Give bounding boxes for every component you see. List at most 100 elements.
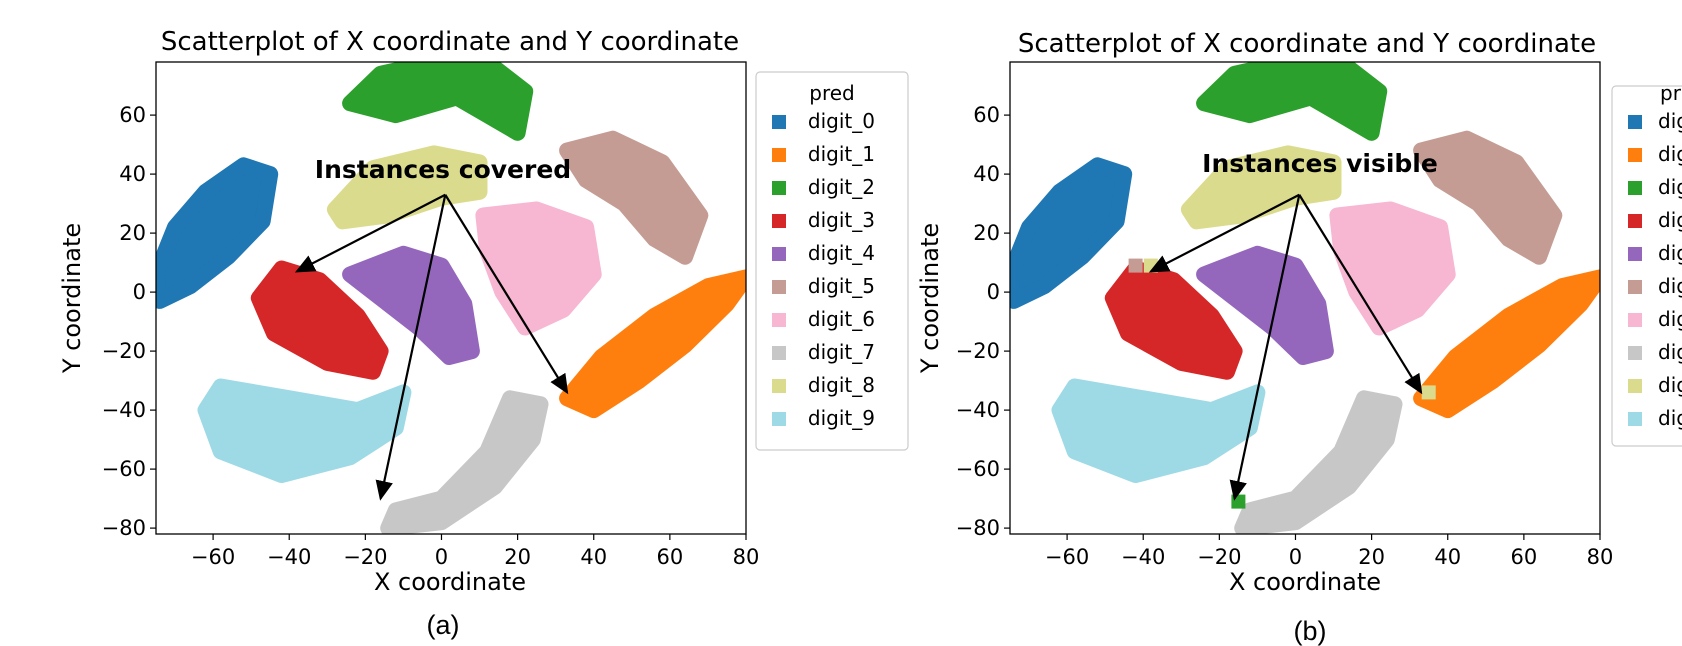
- legend-swatch: [1628, 148, 1642, 162]
- y-tick-label: −20: [102, 339, 146, 363]
- x-tick-label: 60: [657, 545, 684, 569]
- legend-swatch: [772, 313, 786, 327]
- legend-swatch: [1628, 115, 1642, 129]
- legend-label: digit_5: [808, 274, 875, 298]
- cluster-digit-4: [342, 245, 480, 365]
- legend-swatch: [1628, 280, 1642, 294]
- panel-caption: (a): [427, 610, 460, 640]
- annotation-label: Instances visible: [1202, 149, 1438, 178]
- legend-swatch: [1628, 214, 1642, 228]
- y-tick-label: −20: [956, 339, 1000, 363]
- legend-label: digit_6: [1658, 307, 1682, 331]
- legend-swatch: [772, 148, 786, 162]
- x-tick-label: −20: [343, 545, 387, 569]
- x-tick-label: −60: [1045, 545, 1089, 569]
- y-tick-label: −60: [102, 457, 146, 481]
- legend-swatch: [1628, 412, 1642, 426]
- y-tick-label: 0: [987, 280, 1000, 304]
- legend-swatch: [772, 412, 786, 426]
- y-tick-label: 60: [973, 103, 1000, 127]
- x-tick-label: 40: [1434, 545, 1461, 569]
- legend-label: digit_9: [1658, 406, 1682, 430]
- cluster-digit-3: [250, 260, 389, 380]
- y-tick-label: 40: [973, 162, 1000, 186]
- y-tick-label: 40: [119, 162, 146, 186]
- annotation-arrow: [1148, 193, 1300, 273]
- y-tick-label: −40: [956, 398, 1000, 422]
- x-tick-label: −40: [1121, 545, 1165, 569]
- y-tick-label: −80: [956, 516, 1000, 540]
- cluster-digit-4: [1196, 245, 1334, 365]
- cluster-digit-2: [1196, 62, 1388, 141]
- legend-swatch: [772, 280, 786, 294]
- y-tick-label: 0: [133, 280, 146, 304]
- y-tick-label: −40: [102, 398, 146, 422]
- cluster-digit-7: [1234, 390, 1403, 534]
- legend-label: digit_1: [1658, 142, 1682, 166]
- x-tick-label: 20: [1358, 545, 1385, 569]
- legend-label: digit_1: [808, 142, 875, 166]
- cluster-digit-9: [197, 378, 412, 483]
- annotation-arrow: [1298, 194, 1423, 395]
- y-tick-label: 60: [119, 103, 146, 127]
- legend-swatch: [772, 181, 786, 195]
- legend-label: digit_7: [1658, 340, 1682, 364]
- cluster-digit-6: [475, 201, 602, 336]
- y-axis: 60 40 20 0 −20 −40 −60 −80: [102, 103, 156, 540]
- legend-swatch: [1628, 313, 1642, 327]
- annotation-arrow: [1229, 194, 1301, 501]
- cluster-digit-5: [1413, 130, 1563, 265]
- x-tick-label: 80: [1587, 545, 1614, 569]
- legend-swatch: [1628, 379, 1642, 393]
- cluster-digit-8: [326, 145, 488, 230]
- x-axis-label: X coordinate: [374, 568, 526, 596]
- legend-label: digit_9: [808, 406, 875, 430]
- annotation-label: Instances covered: [315, 155, 571, 184]
- plot-area: [156, 62, 746, 534]
- x-tick-label: −40: [267, 545, 311, 569]
- cluster-digit-0: [1010, 157, 1133, 309]
- x-axis: −60 −40 −20 0 20 40 60 80: [191, 534, 759, 569]
- y-axis: 60 40 20 0 −20 −40 −60 −80: [956, 103, 1010, 540]
- legend-label: digit_6: [808, 307, 875, 331]
- legend-swatch: [1628, 181, 1642, 195]
- annotation-arrow: [294, 193, 446, 273]
- legend-swatch: [1628, 346, 1642, 360]
- cluster-digit-1: [559, 269, 746, 419]
- legend-title: pr: [1660, 81, 1682, 105]
- legend-label: digit_7: [808, 340, 875, 364]
- y-tick-label: −80: [102, 516, 146, 540]
- x-tick-label: 0: [435, 545, 448, 569]
- cluster-digit-6: [1329, 201, 1456, 336]
- cluster-digit-9: [1051, 378, 1266, 483]
- annotation-arrows: [1148, 193, 1423, 501]
- panel-caption: (b): [1294, 616, 1327, 646]
- cluster-digit-5: [559, 130, 709, 265]
- x-tick-label: −60: [191, 545, 235, 569]
- y-tick-label: −60: [956, 457, 1000, 481]
- x-tick-label: −20: [1197, 545, 1241, 569]
- legend-label: digit_0: [1658, 109, 1682, 133]
- cluster-digit-1: [1413, 269, 1600, 419]
- legend-swatch: [772, 247, 786, 261]
- y-tick-label: 20: [119, 221, 146, 245]
- panel-a: Scatterplot of X coordinate and Y coordi…: [58, 27, 909, 640]
- x-tick-label: 60: [1511, 545, 1538, 569]
- x-tick-label: 20: [504, 545, 531, 569]
- plot-area: [1010, 62, 1600, 534]
- legend-swatch: [772, 346, 786, 360]
- legend-label: digit_3: [1658, 208, 1682, 232]
- legend-label: digit_3: [808, 208, 875, 232]
- legend-label: digit_5: [1658, 274, 1682, 298]
- legend: pr digit_0 digit_1 digit_2 digit_3 digit_4di…: [1611, 81, 1682, 447]
- highlighted-point: [1128, 258, 1143, 273]
- cluster-digit-7: [380, 390, 549, 534]
- y-axis-label: Y coordinate: [58, 223, 86, 374]
- y-axis-label: Y coordinate: [916, 223, 944, 374]
- legend-label: digit_8: [1658, 373, 1682, 397]
- panel-b: Scatterplot of X coordinate and Y coordi…: [916, 29, 1682, 646]
- annotation-arrow: [375, 194, 447, 501]
- cluster-digit-0: [156, 157, 279, 309]
- cluster-digit-8: [1180, 145, 1342, 230]
- legend-box: [755, 71, 909, 451]
